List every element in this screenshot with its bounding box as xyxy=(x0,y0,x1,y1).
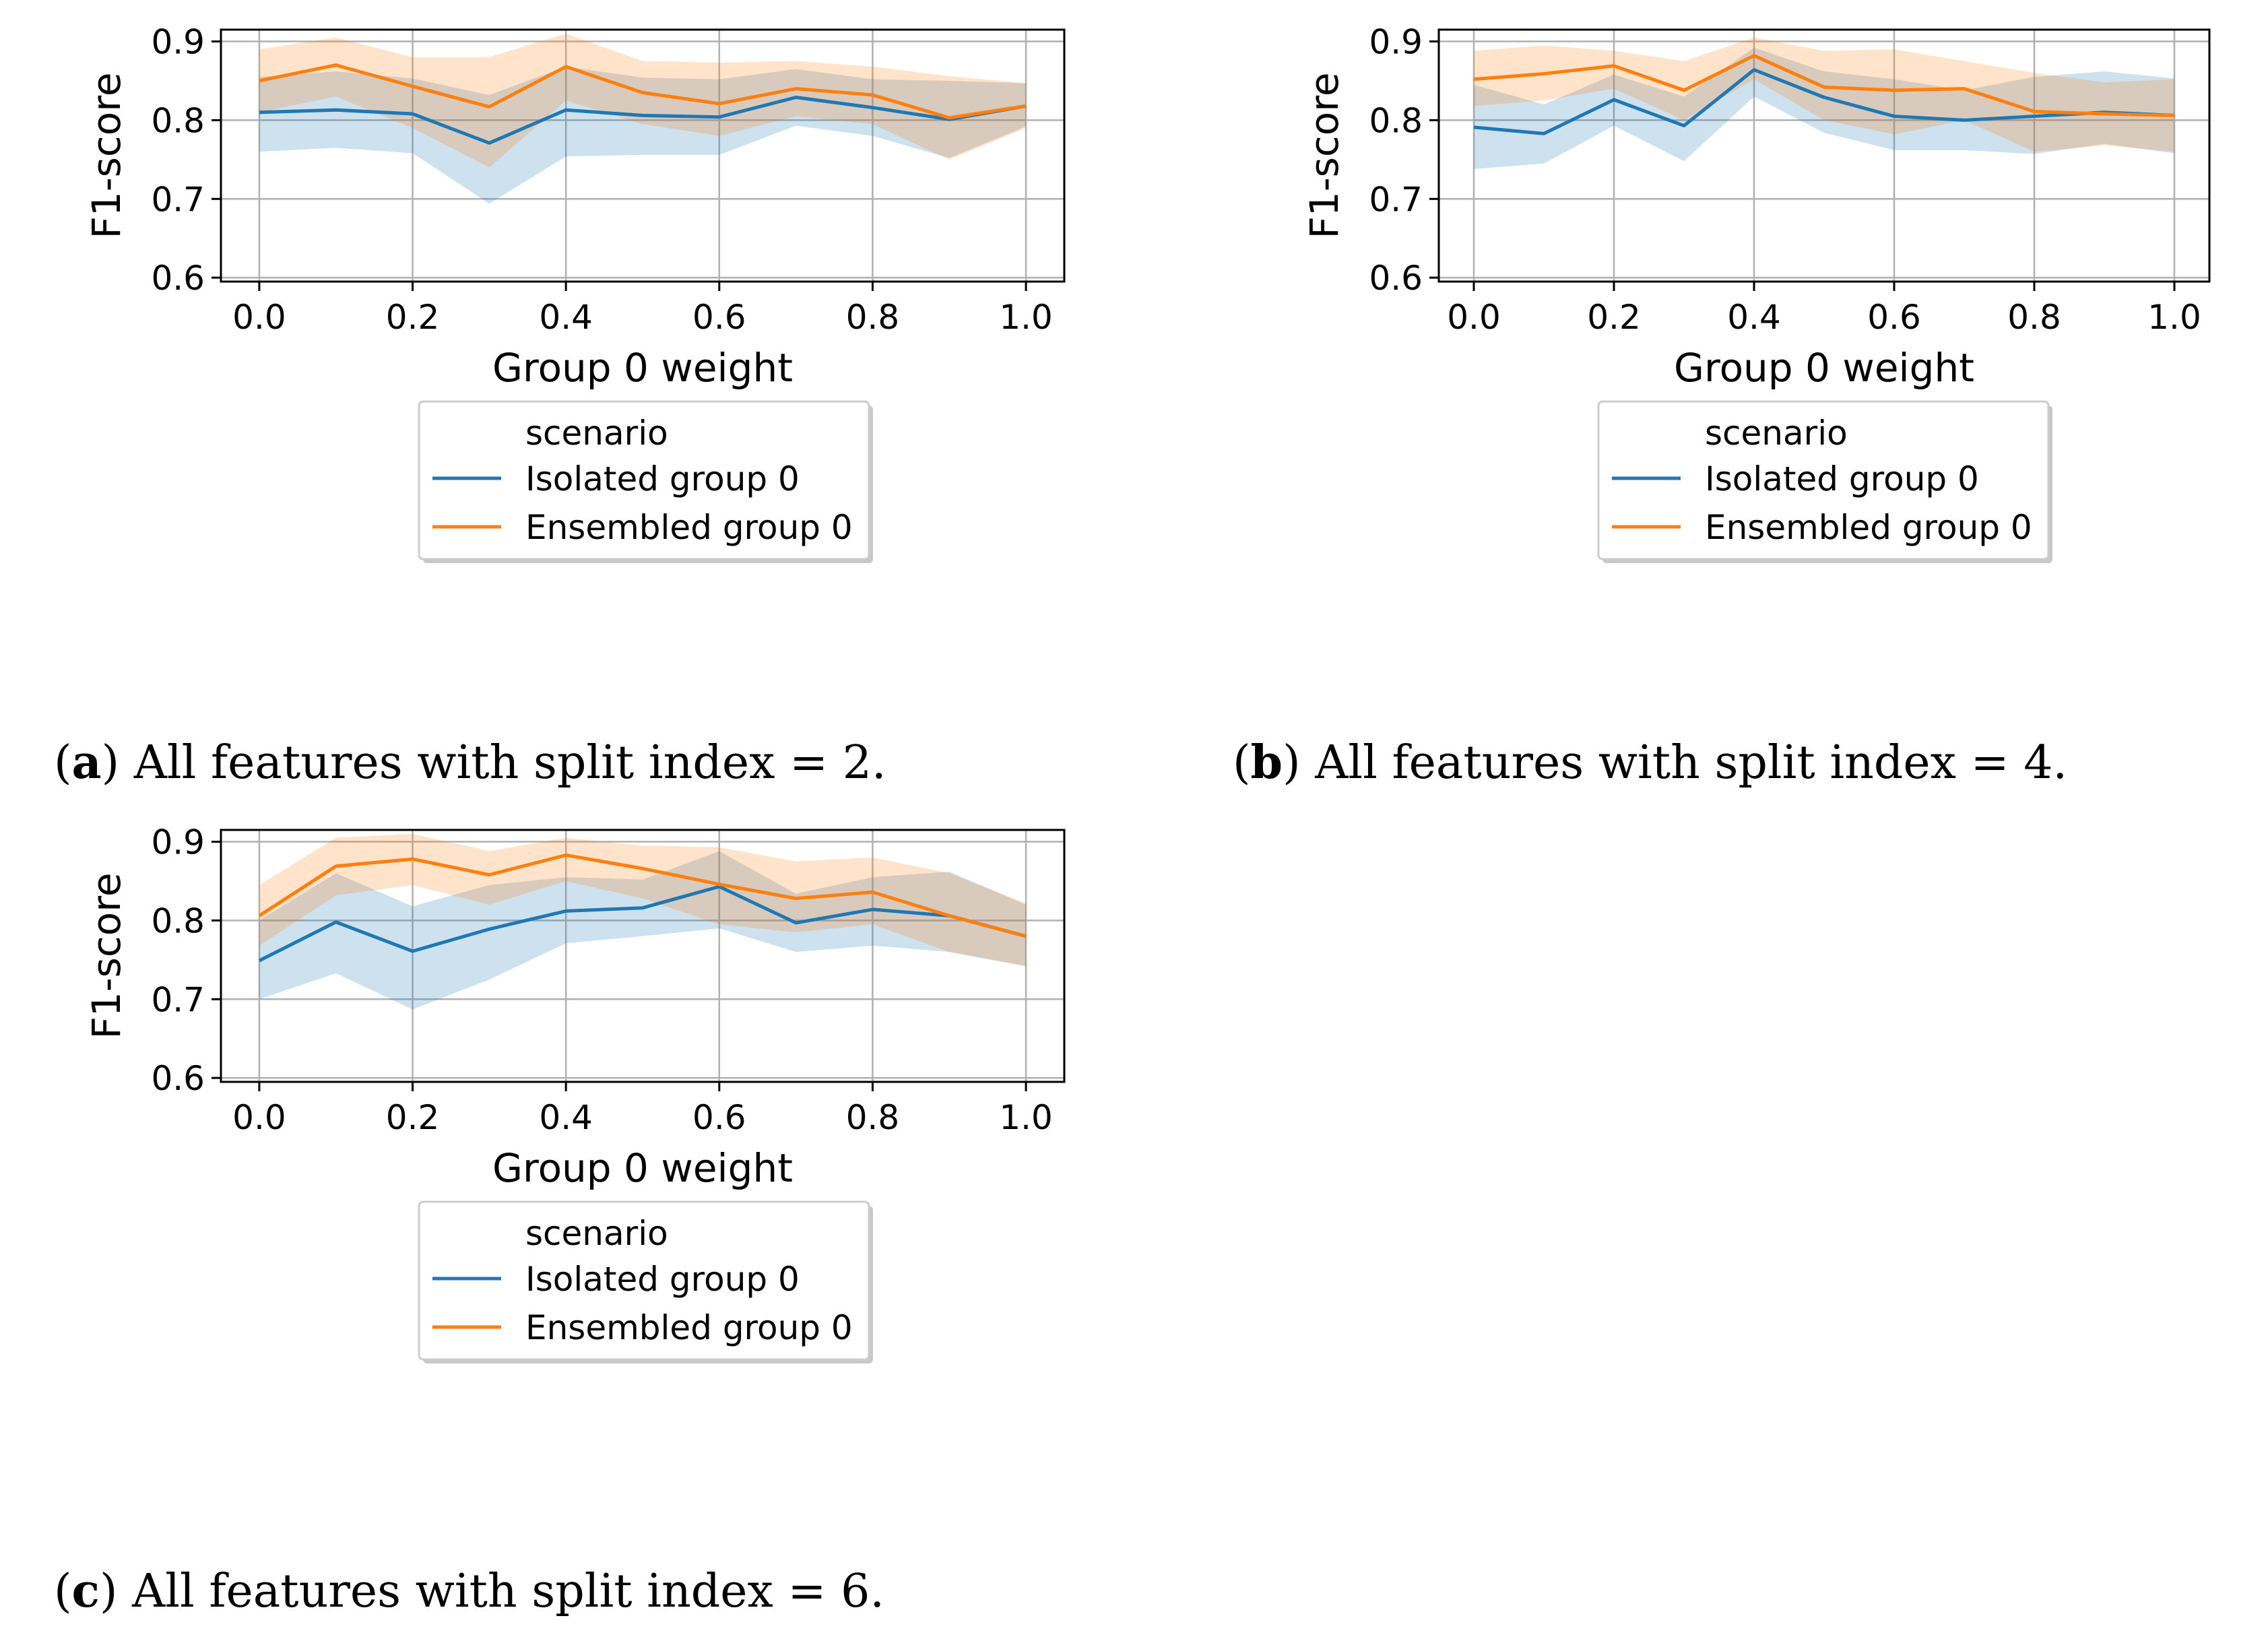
chart-c-band-isolated xyxy=(259,851,1027,1010)
chart-a-ytick-label-3: 0.9 xyxy=(151,23,205,62)
chart-c-xtick-label-5: 1.0 xyxy=(999,1098,1053,1137)
chart-b-ytick-label-2: 0.8 xyxy=(1369,101,1423,140)
chart-b-xtick-label-1: 0.2 xyxy=(1587,298,1641,337)
chart-a-line-ensembled xyxy=(259,63,1027,120)
caption-b: (b) All features with split index = 4. xyxy=(1233,736,2068,790)
caption-b-text: All features with split index = 4. xyxy=(1315,736,2068,790)
chart-b-ylabel: F1-score xyxy=(1301,72,1347,238)
chart-c-xtick-label-2: 0.4 xyxy=(539,1098,593,1137)
chart-a-ytick-label-1: 0.7 xyxy=(151,180,205,219)
caption-a: (a) All features with split index = 2. xyxy=(54,736,886,790)
caption-a-text: All features with split index = 2. xyxy=(133,736,886,790)
caption-c-label: c xyxy=(71,1564,100,1618)
chart-a-xtick-label-5: 1.0 xyxy=(999,298,1053,337)
chart-a-legend-label-isolated: Isolated group 0 xyxy=(525,459,800,498)
chart-c-legend-label-isolated: Isolated group 0 xyxy=(525,1260,800,1299)
chart-b-band-isolated xyxy=(1474,47,2174,169)
chart-c-legend-box xyxy=(418,1200,870,1361)
chart-a-xtick-label-4: 0.8 xyxy=(846,298,900,337)
chart-c-legend-title: scenario xyxy=(525,1214,668,1253)
chart-b-ytick-label-0: 0.6 xyxy=(1369,259,1423,298)
chart-c-line-ensembled xyxy=(258,853,1027,938)
caption-c: (c) All features with split index = 6. xyxy=(54,1564,884,1618)
chart-c-ytick-label-1: 0.7 xyxy=(151,980,205,1019)
chart-b-xtick-label-2: 0.4 xyxy=(1727,298,1781,337)
chart-c-line-isolated xyxy=(258,884,1027,963)
chart-b-line-isolated xyxy=(1473,68,2175,135)
chart-c-ylabel: F1-score xyxy=(84,872,129,1039)
chart-b-legend-title: scenario xyxy=(1705,414,1848,453)
chart-a-xtick-label-3: 0.6 xyxy=(692,298,746,337)
caption-c-text: All features with split index = 6. xyxy=(132,1565,884,1618)
chart-a-band-ensembled xyxy=(259,33,1027,168)
chart-b-ytick-label-1: 0.7 xyxy=(1369,180,1423,219)
chart-a-xlabel: Group 0 weight xyxy=(492,345,793,391)
chart-a-legend-box xyxy=(418,400,870,560)
chart-a-legend-label-ensembled: Ensembled group 0 xyxy=(525,508,853,547)
chart-b-band-ensembled xyxy=(1474,37,2174,152)
chart-c-xtick-label-3: 0.6 xyxy=(692,1098,746,1137)
chart-a-ylabel: F1-score xyxy=(84,72,129,238)
chart-b-xtick-label-0: 0.0 xyxy=(1447,298,1501,337)
chart-b-xtick-label-5: 1.0 xyxy=(2147,298,2201,337)
caption-b-label: b xyxy=(1250,736,1283,790)
chart-c-xtick-label-4: 0.8 xyxy=(846,1098,900,1137)
chart-c-legend-label-ensembled: Ensembled group 0 xyxy=(525,1308,853,1347)
chart-b-legend-label-isolated: Isolated group 0 xyxy=(1705,459,1979,498)
chart-b-legend-box xyxy=(1597,400,2050,560)
chart-a-line-isolated xyxy=(259,96,1027,145)
chart-c-ytick-label-2: 0.8 xyxy=(151,901,205,940)
chart-a-xtick-label-1: 0.2 xyxy=(386,298,440,337)
chart-b-xtick-label-3: 0.6 xyxy=(1867,298,1921,337)
chart-b-line-ensembled xyxy=(1473,54,2175,117)
chart-a-axes-frame xyxy=(220,28,1066,283)
chart-b-xlabel: Group 0 weight xyxy=(1674,345,1974,391)
chart-b-xtick-label-4: 0.8 xyxy=(2007,298,2061,337)
chart-c-xtick-label-0: 0.0 xyxy=(232,1098,286,1137)
chart-a-ytick-label-2: 0.8 xyxy=(151,101,205,140)
chart-c-ytick-label-3: 0.9 xyxy=(151,823,205,862)
chart-b-legend-label-ensembled: Ensembled group 0 xyxy=(1705,508,2032,547)
chart-a-legend-title: scenario xyxy=(525,414,668,453)
chart-c-ytick-label-0: 0.6 xyxy=(151,1059,205,1098)
chart-b-ytick-label-3: 0.9 xyxy=(1369,23,1423,62)
chart-a-ytick-label-0: 0.6 xyxy=(151,259,205,298)
chart-c-xlabel: Group 0 weight xyxy=(492,1145,793,1191)
chart-c-axes-frame xyxy=(220,829,1066,1083)
chart-a-xtick-label-2: 0.4 xyxy=(539,298,593,337)
chart-a-xtick-label-0: 0.0 xyxy=(232,298,286,337)
caption-a-label: a xyxy=(71,736,102,790)
chart-b-axes-frame xyxy=(1437,28,2211,283)
chart-c-xtick-label-1: 0.2 xyxy=(386,1098,440,1137)
